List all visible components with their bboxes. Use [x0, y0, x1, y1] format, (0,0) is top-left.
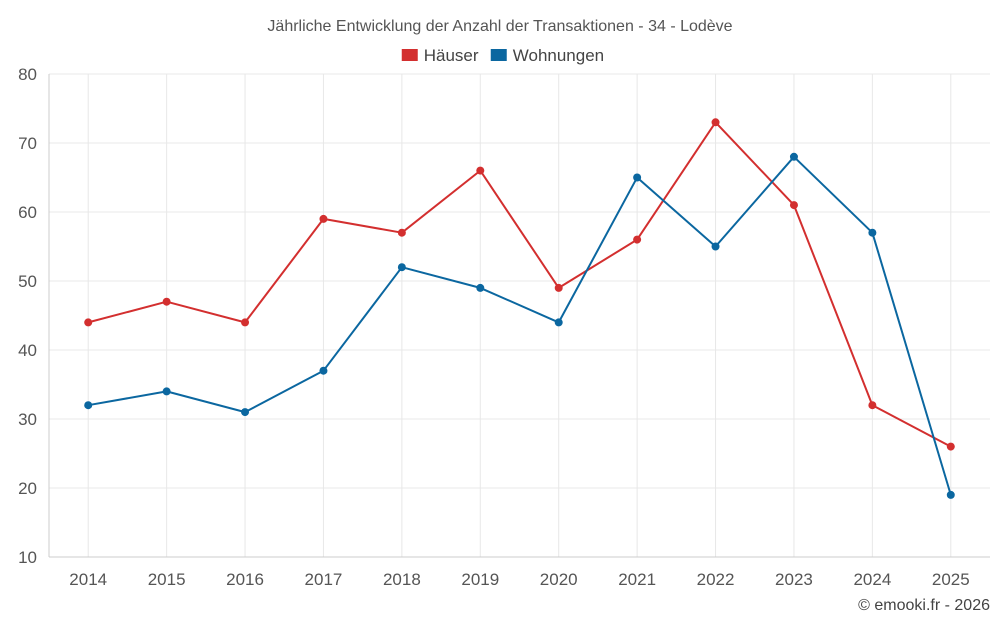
data-point[interactable] [711, 242, 720, 251]
legend-item[interactable]: Häuser [401, 46, 479, 65]
chart-title: Jährliche Entwicklung der Anzahl der Tra… [267, 18, 732, 35]
legend-item[interactable]: Wohnungen [490, 46, 604, 65]
grid [48, 73, 990, 558]
x-axis: 2014 2015 2016 2017 2018 2019 2020 2021 2022 2023… [69, 570, 969, 589]
y-tick-label: 70 [18, 134, 37, 153]
x-tick-label: 2014 [69, 570, 107, 589]
data-point[interactable] [397, 263, 406, 272]
data-point[interactable] [633, 235, 642, 244]
y-tick-label: 10 [18, 548, 37, 567]
y-tick-label: 30 [18, 410, 37, 429]
data-point[interactable] [554, 318, 563, 327]
series-wohnungen [84, 152, 955, 499]
legend-label: Häuser [424, 46, 479, 65]
data-point[interactable] [476, 166, 485, 175]
legend: Häuser Wohnungen [401, 46, 604, 65]
y-tick-label: 50 [18, 272, 37, 291]
legend-swatch [490, 49, 507, 61]
x-tick-label: 2015 [148, 570, 186, 589]
data-point[interactable] [84, 318, 93, 327]
data-point[interactable] [711, 118, 720, 127]
y-tick-label: 40 [18, 341, 37, 360]
x-tick-label: 2018 [383, 570, 421, 589]
data-point[interactable] [868, 228, 877, 237]
x-tick-label: 2022 [697, 570, 735, 589]
data-point[interactable] [789, 201, 798, 210]
data-point[interactable] [476, 283, 485, 292]
credit: © emooki.fr - 2026 [858, 597, 990, 614]
data-point[interactable] [241, 318, 250, 327]
legend-label: Wohnungen [513, 46, 604, 65]
data-point[interactable] [84, 401, 93, 410]
data-point[interactable] [162, 297, 171, 306]
legend-swatch [401, 49, 418, 61]
x-tick-label: 2021 [618, 570, 656, 589]
x-tick-label: 2025 [932, 570, 970, 589]
y-tick-label: 60 [18, 203, 37, 222]
data-point[interactable] [946, 490, 955, 499]
series-line [88, 155, 952, 496]
data-point[interactable] [946, 442, 955, 451]
data-point[interactable] [789, 152, 798, 161]
y-tick-label: 20 [18, 479, 37, 498]
data-point[interactable] [241, 408, 250, 417]
data-point[interactable] [319, 366, 328, 375]
data-point[interactable] [868, 401, 877, 410]
series-line [87, 121, 952, 448]
data-point[interactable] [554, 283, 563, 292]
series-häuser [84, 118, 955, 451]
x-tick-label: 2023 [775, 570, 813, 589]
data-point[interactable] [162, 387, 171, 396]
x-tick-label: 2019 [461, 570, 499, 589]
series-group [84, 118, 955, 499]
x-tick-label: 2024 [853, 570, 891, 589]
x-tick-label: 2017 [305, 570, 343, 589]
data-point[interactable] [319, 214, 328, 223]
x-tick-label: 2020 [540, 570, 578, 589]
y-axis: 10 20 30 40 50 60 70 80 [18, 65, 37, 567]
y-tick-label: 80 [18, 65, 37, 84]
data-point[interactable] [633, 173, 642, 182]
data-point[interactable] [397, 228, 406, 237]
x-tick-label: 2016 [226, 570, 264, 589]
